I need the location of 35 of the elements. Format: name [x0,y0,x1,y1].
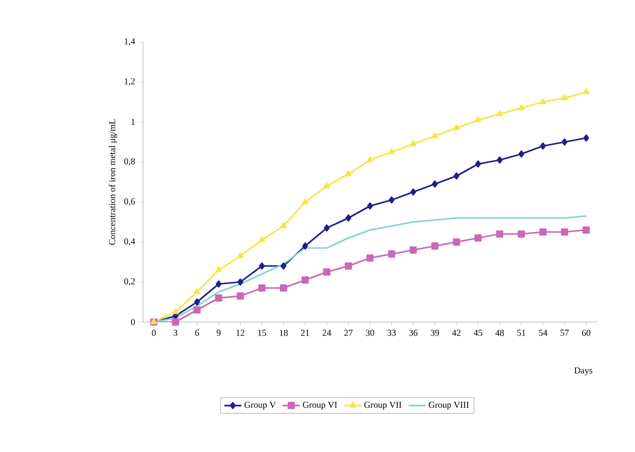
x-tick-label: 0 [152,330,156,336]
legend-label: Group VII [364,402,402,410]
x-tick-label: 21 [301,330,310,336]
legend-label: Group VIII [428,402,469,410]
y-tick-label: 1,4 [124,38,136,46]
y-tick-label: 0,2 [124,278,135,286]
y-tick-label: 0,8 [124,158,135,166]
x-tick-label: 60 [582,330,590,336]
x-tick-label: 30 [366,330,374,336]
x-tick-label: 45 [474,330,482,336]
y-tick-label: 1 [131,119,135,125]
y-tick-label: 0,6 [124,198,135,206]
x-tick-label: 48 [495,330,504,336]
x-tick-label: 18 [280,330,288,336]
x-tick-label: 39 [430,330,439,336]
x-tick-label: 54 [538,330,548,336]
x-axis-title: Days [574,368,592,376]
y-tick-label: 0,4 [124,238,136,246]
x-tick-label: 33 [388,330,396,336]
legend-label: Group VI [302,402,337,410]
x-tick-label: 57 [560,330,569,336]
y-axis-title: Concentration of iron metal μg/mL [108,119,118,245]
x-tick-label: 3 [174,330,178,336]
x-tick-label: 15 [258,330,266,336]
x-tick-label: 6 [195,330,200,336]
x-tick-label: 9 [216,330,221,336]
x-tick-label: 36 [409,330,418,336]
legend-label: Group V [244,402,276,410]
x-tick-label: 51 [517,330,526,336]
x-tick-label: 12 [236,330,244,336]
x-tick-label: 24 [322,330,332,336]
y-tick-label: 1,2 [124,78,135,86]
y-tick-label: 0 [131,318,135,326]
x-tick-label: 27 [344,330,353,336]
x-tick-label: 42 [452,330,460,336]
